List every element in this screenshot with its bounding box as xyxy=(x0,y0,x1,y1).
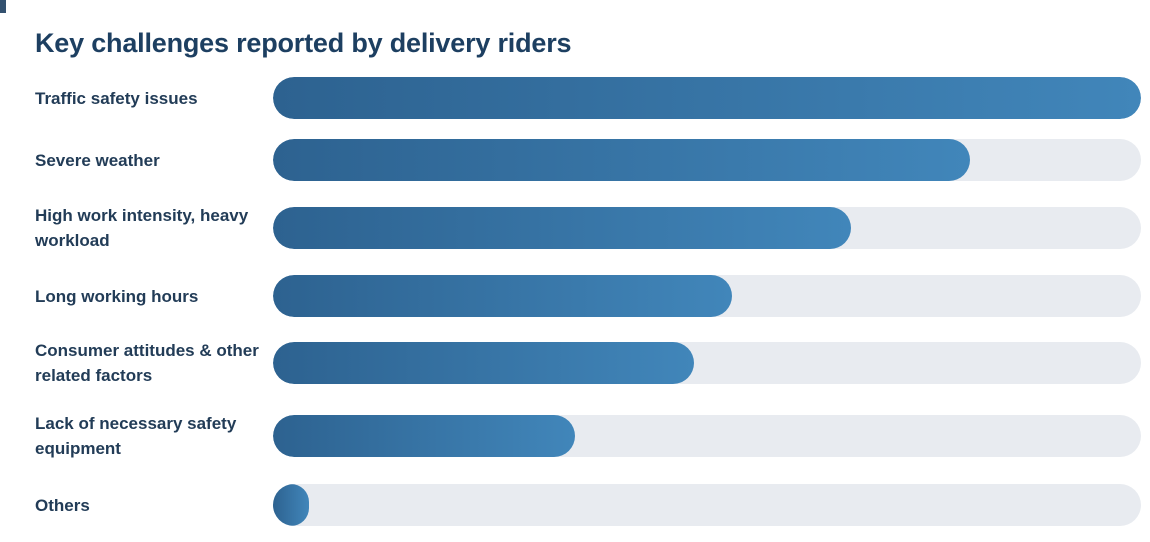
bar-track xyxy=(273,77,1141,119)
bar-track xyxy=(273,207,1141,249)
bar-row: Severe weather xyxy=(35,139,1141,181)
page-title: Key challenges reported by delivery ride… xyxy=(35,28,572,58)
row-label: Severe weather xyxy=(35,150,160,170)
bar-fill xyxy=(273,77,1141,119)
corner-artifact xyxy=(0,0,6,13)
row-label: Lack of necessary safety equipment xyxy=(35,414,237,458)
bar-track xyxy=(273,342,1141,384)
bar-track xyxy=(273,484,1141,526)
bar-fill xyxy=(273,207,852,249)
bar-row: Others xyxy=(35,484,1141,526)
bar-row: Traffic safety issues xyxy=(35,77,1141,119)
bar-row: Lack of necessary safety equipment xyxy=(35,414,1141,458)
bar-track xyxy=(273,275,1141,317)
row-label: Consumer attitudes & other related facto… xyxy=(35,341,259,385)
bar-fill xyxy=(273,275,733,317)
bar-fill xyxy=(273,415,576,457)
bar-row: Consumer attitudes & other related facto… xyxy=(35,341,1141,385)
bar-fill xyxy=(273,342,694,384)
bar-row: Long working hours xyxy=(35,275,1141,317)
row-label: Traffic safety issues xyxy=(35,88,198,108)
bar-fill xyxy=(273,139,970,181)
bar-track xyxy=(273,415,1141,457)
row-label: Long working hours xyxy=(35,286,199,306)
row-label: Others xyxy=(35,495,90,515)
bar-row: High work intensity, heavy workload xyxy=(35,206,1141,250)
bar-fill xyxy=(273,484,309,526)
row-label: High work intensity, heavy workload xyxy=(35,206,249,250)
bar-chart: Traffic safety issues Severe weather Hig… xyxy=(35,0,1141,542)
bar-track xyxy=(273,139,1141,181)
